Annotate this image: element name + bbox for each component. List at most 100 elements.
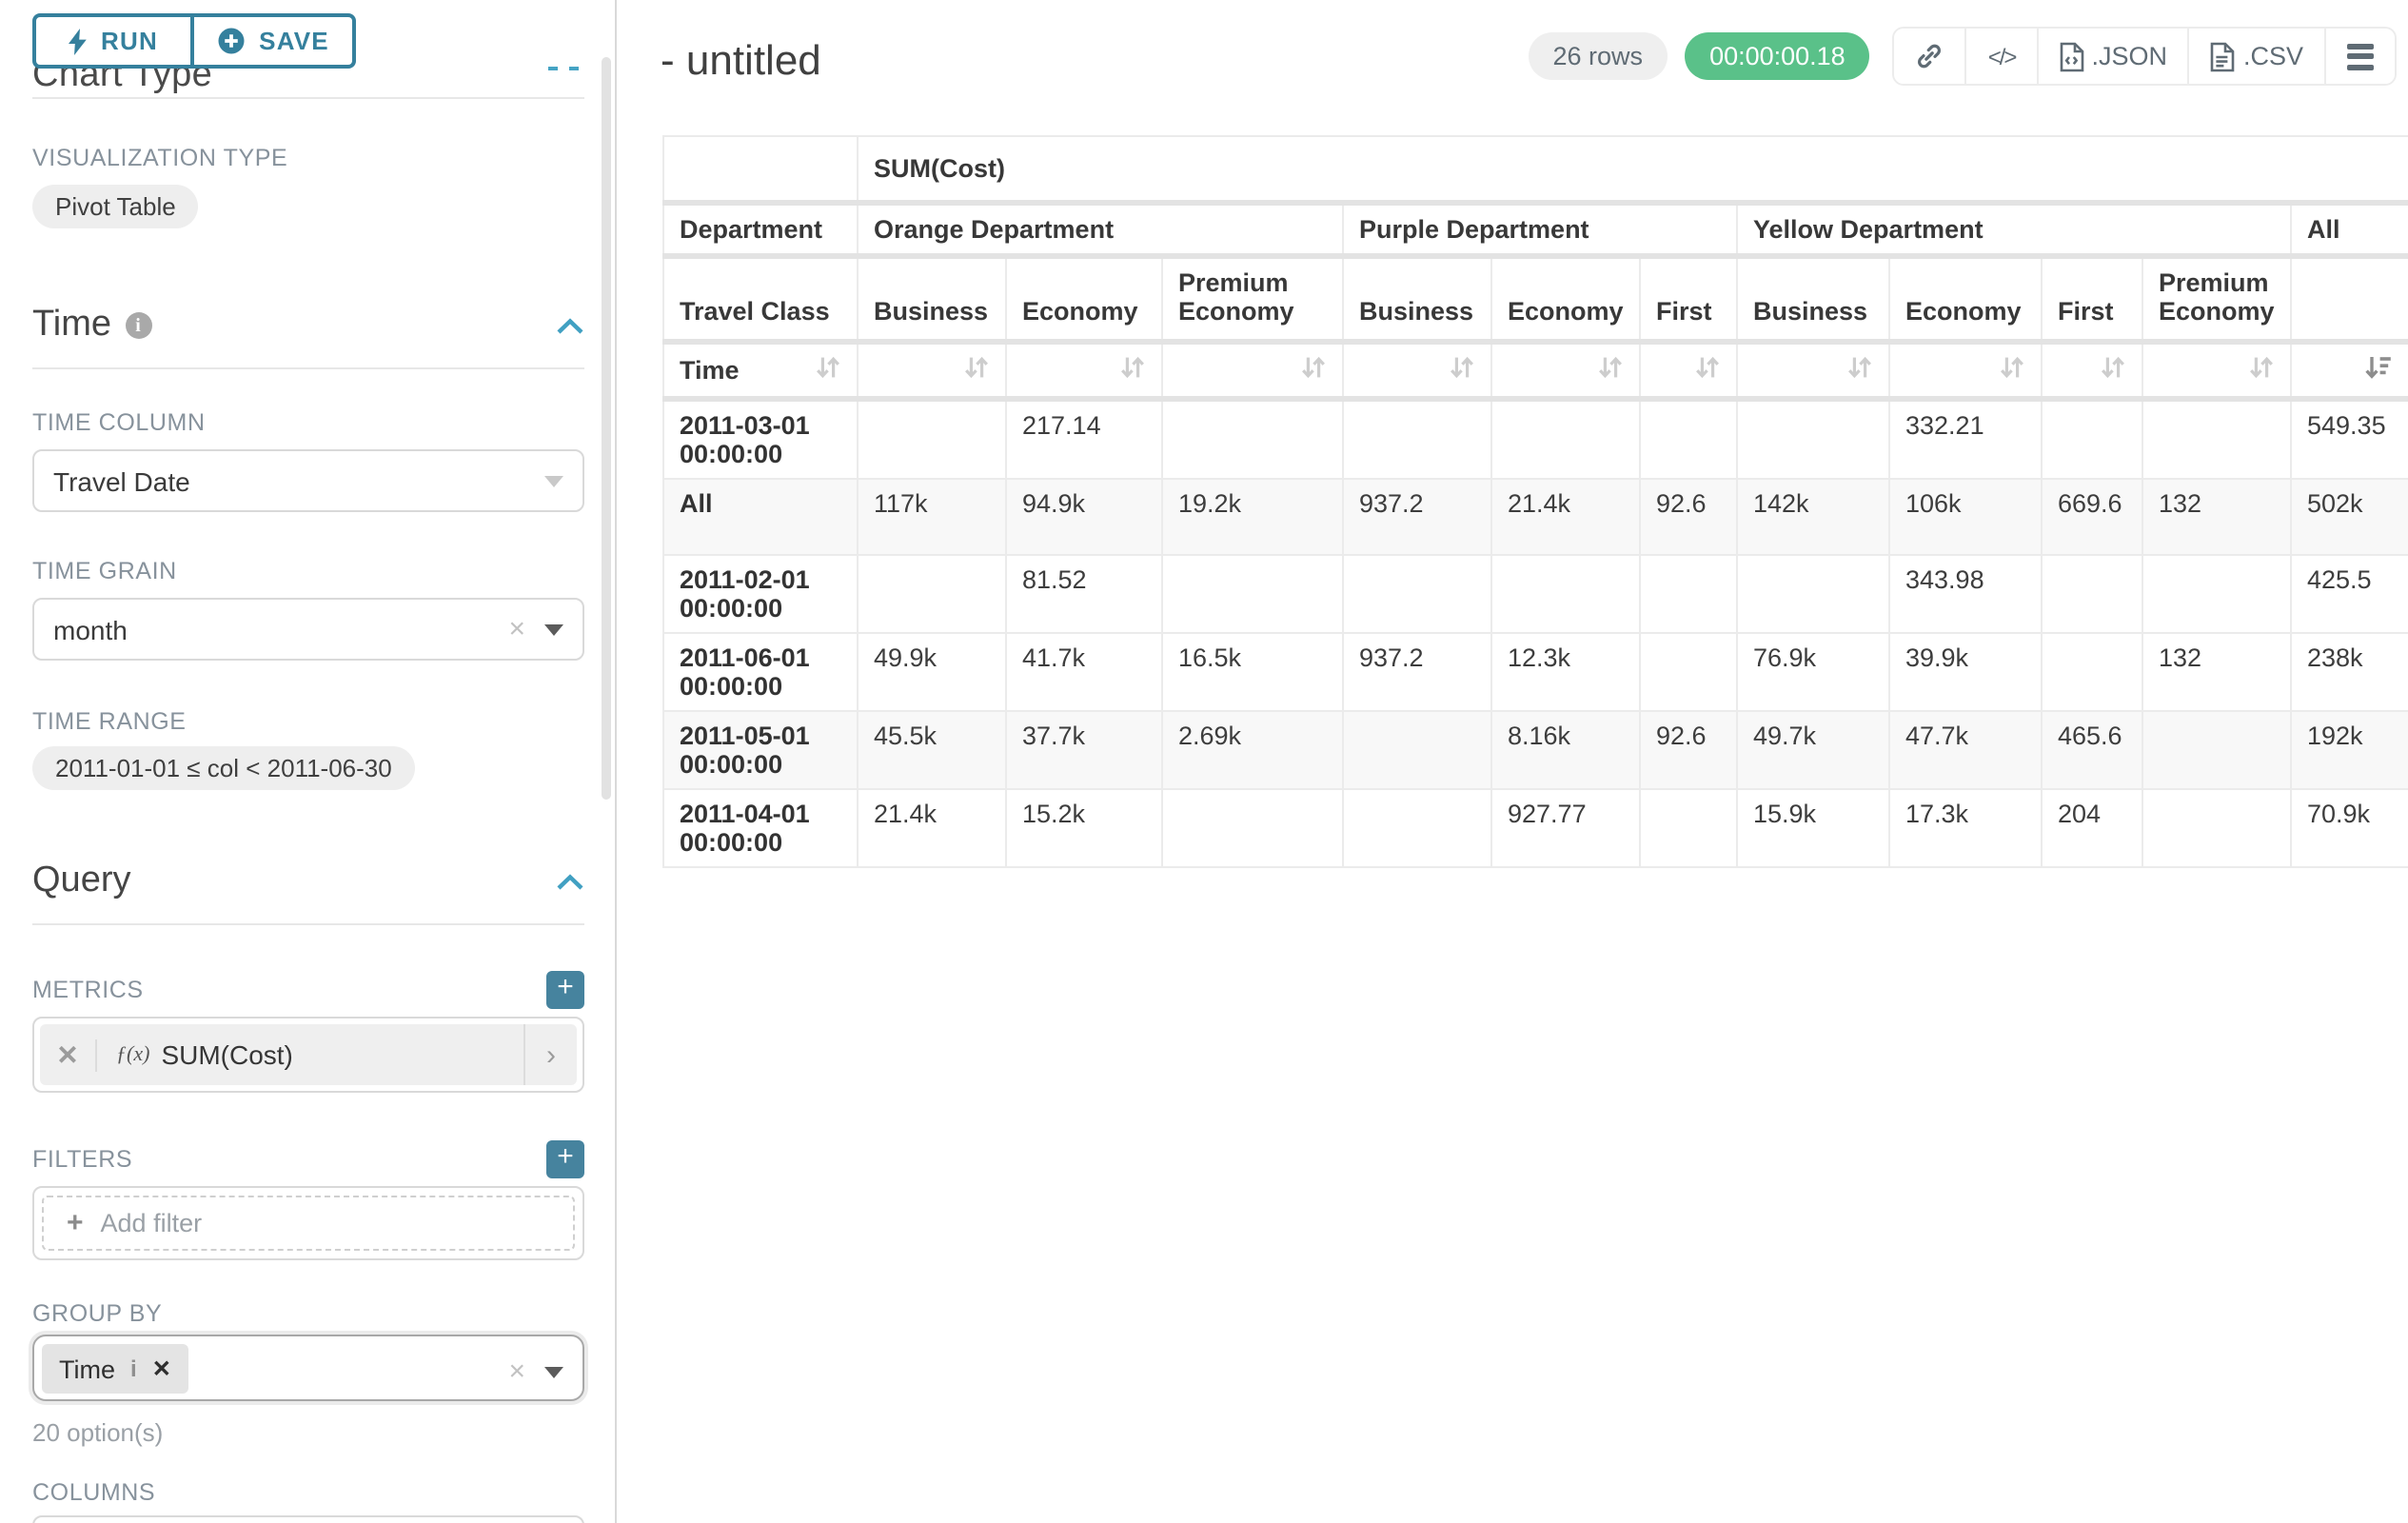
sort-icon[interactable] [1119, 354, 1146, 386]
save-button[interactable]: SAVE [194, 13, 356, 69]
travel-class-header: Premium Economy [1161, 255, 1344, 345]
time-range-pill[interactable]: 2011-01-01 ≤ col < 2011-06-30 [32, 746, 415, 790]
travel-class-header: First [1639, 255, 1738, 345]
value-cell [857, 554, 1007, 634]
value-cell: 15.2k [1005, 788, 1163, 868]
sort-header-cell[interactable] [1888, 341, 2043, 402]
query-section-header[interactable]: Query [32, 860, 584, 902]
run-button[interactable]: RUN [32, 13, 194, 69]
sort-icon[interactable] [2248, 354, 2275, 386]
file-code-icon [2060, 41, 2083, 71]
short-link-button[interactable] [1894, 29, 1967, 84]
sort-header-cell[interactable] [1161, 341, 1344, 402]
value-cell: 238k [2289, 632, 2408, 712]
value-cell: 15.9k [1736, 788, 1890, 868]
value-cell [1342, 710, 1492, 790]
chart-menu-button[interactable] [2326, 29, 2395, 84]
value-cell [1639, 398, 1738, 480]
section-divider [32, 367, 584, 369]
link-icon [1918, 44, 1942, 69]
time-column-label: TIME COLUMN [32, 409, 206, 436]
sort-icon[interactable] [1300, 354, 1327, 386]
sort-header-cell[interactable] [1490, 341, 1641, 402]
metric-chip[interactable]: ƒ(x) SUM(Cost) [97, 1039, 523, 1070]
viz-type-pill[interactable]: Pivot Table [32, 185, 199, 228]
travel-class-header: Business [857, 255, 1007, 345]
value-cell: 502k [2289, 478, 2408, 556]
sort-desc-icon[interactable] [2364, 354, 2393, 386]
value-cell: 92.6 [1639, 478, 1738, 556]
value-cell: 343.98 [1888, 554, 2043, 634]
value-cell: 465.6 [2041, 710, 2143, 790]
travel-class-header: Premium Economy [2142, 255, 2292, 345]
sort-header-cell[interactable] [1639, 341, 1738, 402]
export-csv-button[interactable]: .CSV [2189, 29, 2326, 84]
value-cell: 49.7k [1736, 710, 1890, 790]
sort-header-cell[interactable] [2041, 341, 2143, 402]
clear-icon[interactable]: × [508, 613, 525, 645]
export-csv-label: .CSV [2242, 42, 2303, 70]
sort-icon[interactable] [1449, 354, 1475, 386]
value-cell [2142, 788, 2292, 868]
export-json-button[interactable]: .JSON [2038, 29, 2190, 84]
value-cell: 19.2k [1161, 478, 1344, 556]
query-section-title: Query [32, 860, 131, 900]
table-row: 2011-05-01 00:00:00 45.5k 37.7k 2.69k 8.16k 9… [662, 710, 2408, 790]
chevron-up-icon[interactable] [556, 317, 584, 334]
value-cell: 425.5 [2289, 554, 2408, 634]
lightning-bolt-icon [69, 28, 87, 54]
sort-header-cell[interactable] [2142, 341, 2292, 402]
value-cell: 49.9k [857, 632, 1007, 712]
add-filter-button[interactable]: + [546, 1140, 584, 1178]
sort-header-cell[interactable] [1342, 341, 1492, 402]
sidebar-scrollbar[interactable] [602, 57, 611, 800]
add-metric-button[interactable]: + [546, 971, 584, 1009]
clear-icon[interactable]: × [508, 1355, 525, 1388]
sort-header-cell[interactable] [857, 341, 1007, 402]
sort-icon[interactable] [2100, 354, 2126, 386]
remove-metric-icon[interactable]: ✕ [40, 1038, 97, 1071]
sort-icon[interactable] [815, 354, 841, 386]
value-cell: 92.6 [1639, 710, 1738, 790]
time-grain-select[interactable]: month × [32, 598, 584, 661]
row-count-badge: 26 rows [1528, 32, 1668, 80]
value-cell: 204 [2041, 788, 2143, 868]
value-cell: 21.4k [1490, 478, 1641, 556]
group-by-select[interactable]: Time i ✕ × [32, 1335, 584, 1401]
sort-icon[interactable] [963, 354, 990, 386]
time-section-header[interactable]: Time i [32, 305, 584, 346]
value-cell: 47.7k [1888, 710, 2043, 790]
columns-select[interactable]: Department✕Travel Class✕ × [32, 1515, 584, 1523]
token-chip[interactable]: Time i ✕ [42, 1344, 188, 1394]
value-cell: 132 [2142, 632, 2292, 712]
table-row: 2011-02-01 00:00:00 81.52 343.98 425.5 [662, 554, 2408, 634]
time-column-select[interactable]: Travel Date [32, 449, 584, 512]
row-label-cell: 2011-05-01 00:00:00 [662, 710, 859, 790]
chart-title[interactable]: - untitled [661, 36, 821, 84]
value-cell: 8.16k [1490, 710, 1641, 790]
add-filter-dropzone[interactable]: + Add filter [42, 1196, 575, 1251]
value-cell [2041, 398, 2143, 480]
sort-header-cell-active[interactable] [2289, 341, 2408, 402]
sort-icon[interactable] [1846, 354, 1873, 386]
value-cell: 332.21 [1888, 398, 2043, 480]
value-cell: 94.9k [1005, 478, 1163, 556]
value-cell [1342, 788, 1492, 868]
value-cell [1736, 398, 1890, 480]
value-cell: 21.4k [857, 788, 1007, 868]
chevron-right-icon[interactable]: › [523, 1024, 577, 1085]
group-by-label: GROUP BY [32, 1300, 163, 1327]
value-cell: 37.7k [1005, 710, 1163, 790]
remove-chip-icon[interactable]: ✕ [151, 1355, 171, 1382]
sort-header-cell[interactable] [1005, 341, 1163, 402]
sort-icon[interactable] [1597, 354, 1624, 386]
view-query-button[interactable]: </> [1966, 29, 2039, 84]
sort-icon[interactable] [1694, 354, 1721, 386]
sort-icon[interactable] [1999, 354, 2025, 386]
time-range-label: TIME RANGE [32, 708, 187, 735]
sort-header-cell[interactable] [1736, 341, 1890, 402]
group-by-options-note: 20 option(s) [32, 1418, 164, 1447]
sort-header-time[interactable]: Time [662, 341, 859, 402]
chevron-up-icon[interactable] [556, 873, 584, 890]
query-timer-badge: 00:00:00.18 [1685, 32, 1870, 80]
